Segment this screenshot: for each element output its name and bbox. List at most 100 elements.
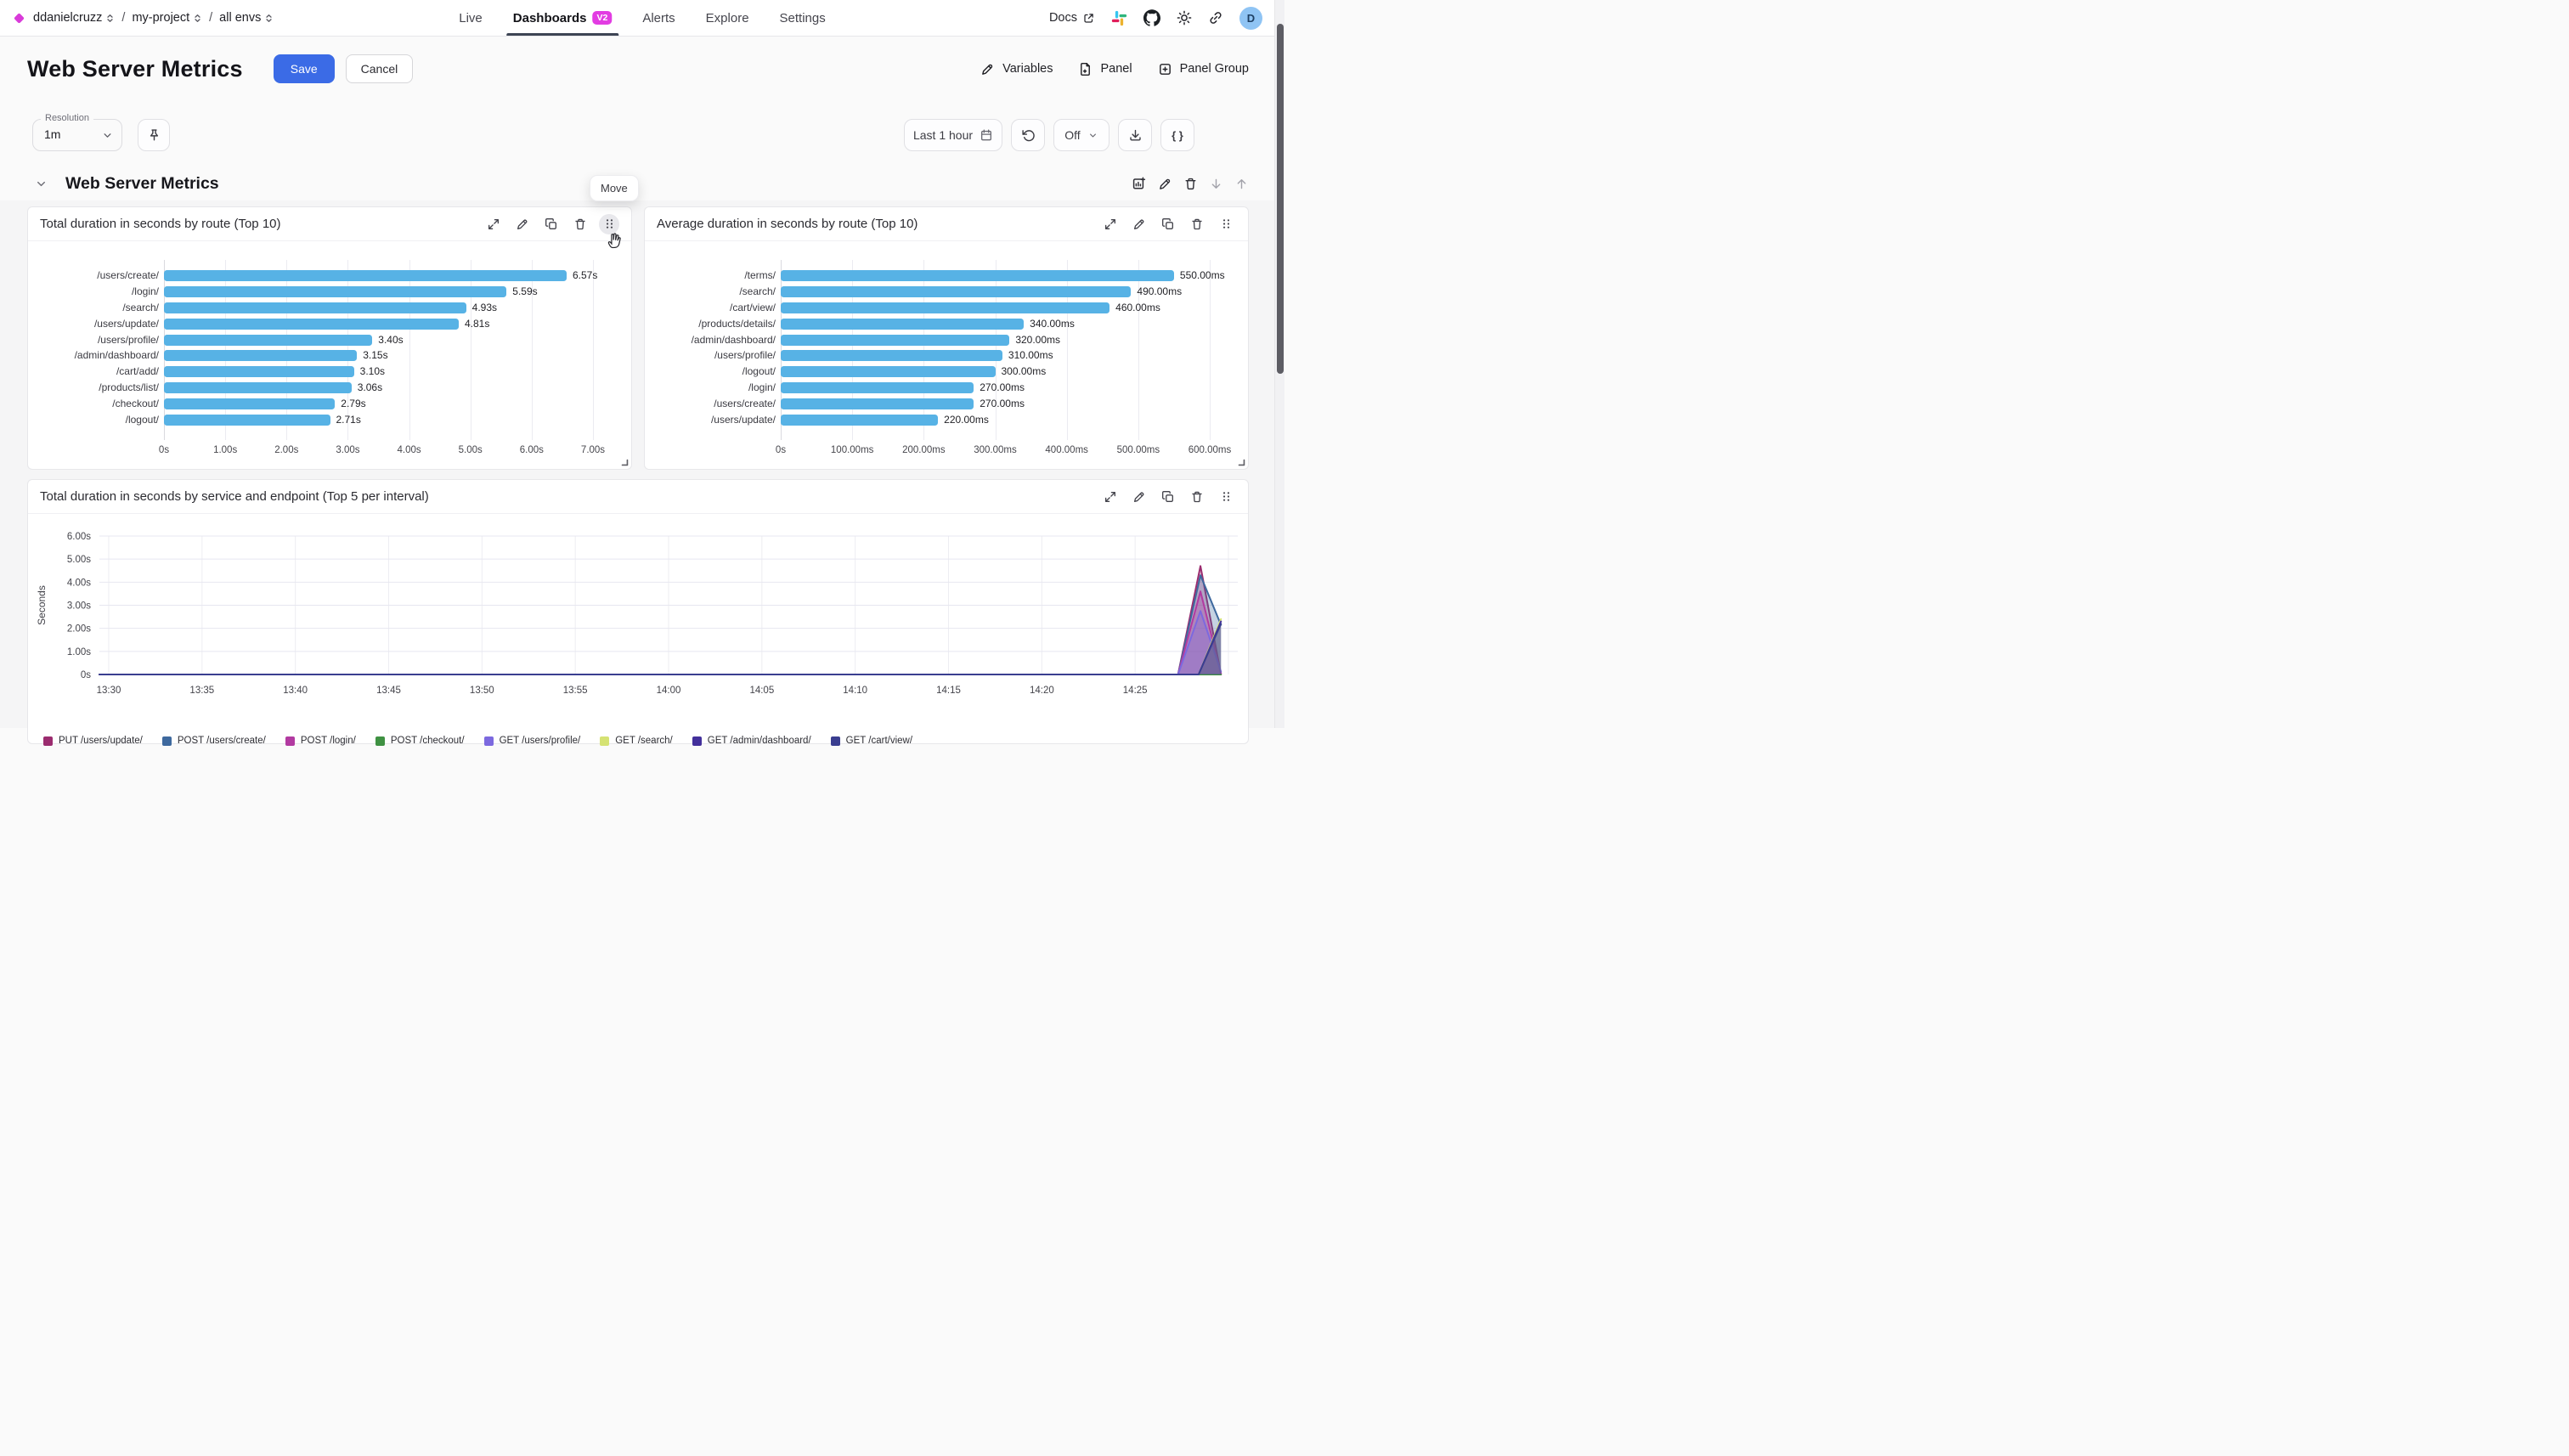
arrow-up-icon[interactable] [1234, 177, 1249, 191]
series-line[interactable] [99, 590, 1222, 675]
bar-category-label: /users/update/ [93, 317, 159, 330]
resize-corner-icon[interactable] [619, 457, 629, 466]
legend-item[interactable]: GET /admin/dashboard/ [692, 736, 811, 746]
json-view-button[interactable]: { } [1160, 119, 1194, 151]
link-icon[interactable] [1208, 10, 1223, 25]
copy-icon[interactable] [1158, 214, 1178, 234]
slack-icon[interactable] [1111, 10, 1127, 26]
trash-icon[interactable] [570, 214, 590, 234]
legend-item[interactable]: POST /checkout/ [375, 736, 465, 746]
add-panel-group-button[interactable]: Panel Group [1158, 62, 1249, 76]
expand-icon[interactable] [1100, 487, 1121, 507]
brightness-icon[interactable] [1177, 10, 1192, 25]
bar[interactable] [781, 318, 1025, 330]
scrollbar-thumb[interactable] [1276, 24, 1284, 374]
trash-icon[interactable] [1187, 214, 1207, 234]
save-button[interactable]: Save [273, 54, 335, 83]
bar[interactable] [164, 398, 336, 410]
bar[interactable] [164, 285, 507, 297]
diamond-logo-icon[interactable] [14, 12, 25, 24]
file-plus-icon [1078, 62, 1093, 76]
nav-live[interactable]: Live [459, 0, 483, 36]
drag-handle-icon[interactable] [599, 213, 619, 234]
bar[interactable] [781, 285, 1132, 297]
bar[interactable] [164, 269, 567, 281]
bar-chart-total-duration[interactable]: 0s 1.00s 2.00s 3.00s 4.00s 5.00s 6.00s 7.00s/us… [28, 241, 631, 469]
pencil-icon[interactable] [512, 214, 533, 234]
breadcrumb-org[interactable]: ddanielcruzz [33, 11, 115, 25]
auto-refresh-select[interactable]: Off [1053, 119, 1109, 151]
series-line[interactable] [99, 574, 1222, 675]
bar[interactable] [164, 334, 373, 346]
legend-item[interactable]: POST /users/create/ [161, 736, 266, 746]
bar-chart-average-duration[interactable]: 0s 100.00ms 200.00ms 300.00ms 400.00ms 500.00… [645, 241, 1248, 469]
panel-label: Panel [1100, 62, 1132, 76]
timeseries-chart[interactable]: 0s 1.00s 2.00s 3.00s 4.00s 5.00s 6.00s 13:30 13:… [28, 514, 1250, 729]
nav-explore[interactable]: Explore [706, 0, 749, 36]
refresh-button[interactable] [1011, 119, 1045, 151]
bar-category-label: /users/profile/ [97, 333, 159, 346]
legend-item[interactable]: POST /login/ [285, 736, 356, 746]
grid-line [852, 260, 854, 440]
resize-corner-icon[interactable] [1236, 457, 1245, 466]
series-line[interactable] [99, 620, 1222, 675]
docs-link[interactable]: Docs [1049, 11, 1095, 25]
nav-settings[interactable]: Settings [780, 0, 826, 36]
arrow-down-icon[interactable] [1209, 177, 1223, 191]
x-axis-tick-label: 14:25 [1123, 686, 1148, 696]
time-range-button[interactable]: Last 1 hour [904, 119, 1002, 151]
bar[interactable] [164, 318, 459, 330]
bar-value-label: 3.40s [378, 333, 404, 346]
variables-button[interactable]: Variables [980, 62, 1053, 76]
pencil-icon[interactable] [1129, 487, 1149, 507]
download-button[interactable] [1118, 119, 1152, 151]
bar[interactable] [164, 302, 466, 313]
series-line[interactable] [99, 610, 1222, 675]
timeseries-canvas[interactable]: 0s 1.00s 2.00s 3.00s 4.00s 5.00s 6.00s 13:30 13:… [28, 514, 1250, 729]
breadcrumb-env[interactable]: all envs [219, 11, 274, 25]
chevron-down-icon[interactable] [34, 177, 48, 191]
breadcrumb-project[interactable]: my-project [132, 11, 202, 25]
expand-icon[interactable] [483, 214, 504, 234]
vertical-scrollbar[interactable] [1274, 0, 1284, 728]
series-line[interactable] [99, 618, 1222, 675]
y-axis-tick-label: 2.00s [67, 624, 91, 635]
bar[interactable] [781, 366, 996, 378]
pin-button[interactable] [138, 119, 170, 151]
expand-icon[interactable] [1100, 214, 1121, 234]
bar[interactable] [781, 334, 1010, 346]
add-panel-icon[interactable] [1132, 176, 1147, 191]
cancel-button[interactable]: Cancel [345, 54, 414, 83]
github-icon[interactable] [1143, 9, 1160, 26]
avatar[interactable]: D [1239, 6, 1262, 30]
pencil-icon[interactable] [1158, 177, 1172, 191]
legend-item[interactable]: GET /cart/view/ [830, 736, 912, 746]
legend-item[interactable]: GET /search/ [600, 736, 673, 746]
drag-handle-icon[interactable] [1216, 487, 1236, 507]
legend-item[interactable]: PUT /users/update/ [43, 736, 143, 746]
bar[interactable] [781, 302, 1110, 313]
bar[interactable] [164, 350, 358, 362]
bar[interactable] [164, 366, 354, 378]
legend-item[interactable]: GET /users/profile/ [483, 736, 580, 746]
panel-header: Total duration in seconds by route (Top … [28, 207, 631, 241]
trash-icon[interactable] [1187, 487, 1207, 507]
drag-handle-icon[interactable] [1216, 214, 1236, 234]
nav-alerts[interactable]: Alerts [642, 0, 675, 36]
bar[interactable] [164, 382, 352, 394]
copy-icon[interactable] [541, 214, 562, 234]
bar[interactable] [781, 269, 1174, 281]
add-panel-button[interactable]: Panel [1078, 62, 1132, 76]
bar[interactable] [781, 398, 974, 410]
copy-icon[interactable] [1158, 487, 1178, 507]
bar[interactable] [781, 415, 939, 426]
trash-icon[interactable] [1183, 177, 1198, 191]
pencil-icon[interactable] [1129, 214, 1149, 234]
bar[interactable] [164, 415, 330, 426]
nav-dashboards[interactable]: Dashboards V2 [505, 0, 618, 36]
bar[interactable] [781, 350, 1002, 362]
pin-icon [147, 128, 161, 143]
resolution-select[interactable]: Resolution 1m [32, 113, 122, 151]
series-line[interactable] [99, 623, 1222, 675]
bar[interactable] [781, 382, 974, 394]
